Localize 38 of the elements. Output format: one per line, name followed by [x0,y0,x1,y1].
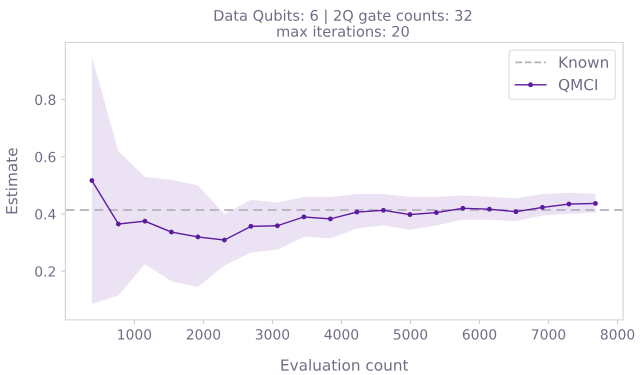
legend-label: QMCI [558,78,597,92]
x-tick-label: 6000 [462,329,496,340]
point [116,222,121,226]
y-tick-label: 0.6 [35,152,56,162]
point [301,214,306,220]
point [514,209,518,214]
chart-title: Data Qubits: 6 | 2Q gate counts: 32 [214,10,472,24]
point [222,238,227,242]
point [566,202,572,206]
point [89,178,94,183]
x-tick-label: 7000 [532,329,566,340]
x-tick-label: 8000 [600,329,634,340]
y-axis-title: Estimate [6,148,18,214]
x-tick-label: 3000 [256,329,290,340]
point [487,206,492,212]
point [593,201,598,206]
chart-subtitle: max iterations: 20 [277,26,409,37]
point [328,216,333,222]
y-tick-label: 0.2 [35,266,55,277]
point [434,210,439,216]
legend-label: Known [560,56,608,68]
point [274,223,280,228]
point [540,205,545,210]
point [248,224,254,229]
x-tick-label: 2000 [186,329,220,340]
point [142,218,148,224]
point [195,234,200,240]
point [168,230,174,234]
point [380,208,386,213]
y-tick-label: 0.4 [35,208,56,220]
x-tick-label: 4000 [324,329,358,340]
point [354,210,360,214]
point [460,206,466,211]
y-tick-label: 0.8 [35,94,56,106]
x-tick-label: 5000 [394,329,428,340]
point [407,212,412,218]
x-tick-label: 1000 [118,329,152,340]
x-axis-title: Evaluation count [281,359,408,371]
